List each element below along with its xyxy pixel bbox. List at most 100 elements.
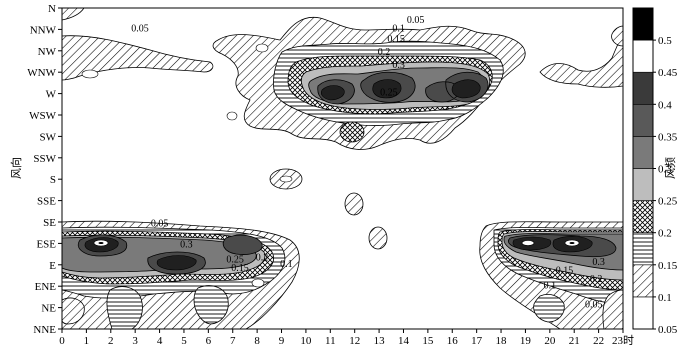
x-tick-label: 9 (279, 335, 285, 347)
colorbar-tick-label: 0.1 (658, 292, 672, 304)
y-tick-label: NE (41, 303, 56, 315)
x-tick-label: 7 (230, 335, 236, 347)
contour-hole (81, 69, 99, 79)
x-tick-label: 20 (544, 335, 556, 347)
x-tick-label: 10 (300, 335, 312, 347)
x-tick-label: 22 (593, 335, 604, 347)
colorbar-tick-label: 0.2 (658, 228, 672, 240)
contour-value-label: 0.2 (590, 274, 603, 285)
colorbar-swatch (632, 39, 654, 73)
colorbar-tick-label: 0.5 (658, 35, 672, 47)
contour-value-label: 0.15 (231, 263, 249, 274)
x-tick-label: 6 (206, 335, 212, 347)
colorbar-swatch (632, 232, 654, 266)
contour-max-ese-core (98, 242, 104, 244)
y-axis-label: 风向 (9, 157, 23, 179)
x-tick-label: 23时 (612, 334, 634, 347)
contour-value-label: 0.05 (131, 24, 149, 35)
x-axis: 0 1 2 3 4 5 6 7 8 9 10 11 12 13 14 15 16 17 18 19 20 21 22 23时 (59, 329, 634, 347)
y-tick-label: ENE (35, 281, 57, 293)
x-tick-label: 21 (569, 335, 580, 347)
colorbar-swatch (632, 296, 654, 330)
contour-max-right-a (521, 240, 535, 246)
contour-value-label: 0.2 (256, 253, 269, 264)
x-tick-label: 16 (447, 335, 459, 347)
contour-value-label: 0.1 (280, 259, 293, 270)
y-tick-label: SW (40, 131, 57, 143)
contour-left-upper-strip (62, 35, 214, 81)
contour-lower-0.3 (77, 234, 263, 275)
contour-upper-0.3 (317, 71, 489, 105)
contour-value-label: 0.1 (544, 280, 557, 291)
y-tick-label: S (50, 174, 56, 186)
y-tick-label: ESE (36, 238, 56, 250)
y-tick-label: W (46, 89, 57, 101)
y-tick-label: N (48, 3, 56, 15)
contour-hole-lower (251, 278, 265, 288)
x-tick-label: 0 (59, 335, 65, 347)
colorbar-swatch (632, 136, 654, 169)
y-tick-label: NNE (33, 324, 56, 336)
contour-max-right-b-core (569, 242, 575, 244)
y-tick-label: WNW (27, 67, 56, 79)
x-tick-label: 15 (422, 335, 434, 347)
colorbar-tick-label: 0.35 (658, 131, 678, 143)
y-tick-label: E (49, 260, 56, 272)
contour-island-sse (344, 192, 364, 216)
contour-value-label: 0.3 (180, 240, 193, 251)
contour-value-label: 0.15 (556, 265, 574, 276)
contour-hole-nw (255, 43, 269, 53)
colorbar-tick-label: 0.4 (658, 99, 672, 111)
x-tick-label: 3 (132, 335, 138, 347)
colorbar-label: 风频 (663, 157, 677, 179)
contour-lower-0.35 (84, 237, 197, 271)
colorbar-tick-label: 0.3 (658, 164, 672, 176)
contour-upper-0.35 (320, 79, 481, 101)
colorbar-swatch (632, 104, 654, 137)
colorbar-tick-label: 0.45 (658, 67, 678, 79)
contour-hole-wsw (226, 111, 238, 121)
contour-value-label: 0.05 (407, 15, 425, 26)
colorbar: 0.05 0.1 0.15 0.2 0.25 0.3 0.35 0.4 0.45 0.5 (632, 7, 678, 336)
contour-lower-lobe-small (62, 297, 85, 325)
colorbar-swatch (632, 71, 654, 105)
x-tick-label: 18 (496, 335, 508, 347)
contour-value-label: 0.25 (226, 255, 244, 266)
colorbar-swatch (632, 200, 654, 234)
contour-fields (62, 8, 623, 329)
contour-right-nw (611, 25, 623, 47)
contour-value-label: 0.3 (592, 257, 605, 268)
contour-right-lobe-ene (533, 294, 565, 323)
colorbar-swatch (632, 168, 654, 201)
y-tick-label: SSE (37, 196, 56, 208)
x-tick-label: 8 (254, 335, 260, 347)
y-tick-label: NNW (30, 24, 57, 36)
plot-frame (61, 7, 624, 330)
colorbar-tick-label: 0.15 (658, 260, 678, 272)
x-tick-label: 12 (349, 335, 360, 347)
x-tick-label: 5 (181, 335, 187, 347)
contour-right-corner (602, 289, 623, 329)
y-tick-label: SSW (33, 153, 56, 165)
x-tick-label: 11 (325, 335, 336, 347)
contour-value-label: 0.15 (387, 34, 405, 45)
contour-labels: 0.050.050.10.150.20.30.250.050.30.250.15… (131, 15, 605, 311)
contour-value-label: 0.3 (392, 60, 405, 71)
contour-value-label: 0.2 (378, 47, 391, 58)
y-tick-label: SE (43, 217, 56, 229)
contour-island-s-core (279, 175, 293, 183)
x-tick-label: 13 (374, 335, 386, 347)
x-tick-label: 1 (84, 335, 90, 347)
x-tick-label: 2 (108, 335, 114, 347)
contour-value-label: 0.25 (380, 88, 398, 99)
contour-lower-lobe-ene (193, 285, 229, 325)
contour-island-ese (368, 226, 388, 250)
x-tick-label: 17 (471, 335, 483, 347)
y-tick-label: WSW (29, 110, 57, 122)
x-tick-label: 4 (157, 335, 163, 347)
colorbar-tick-label: 0.25 (658, 196, 678, 208)
colorbar-swatch (632, 264, 654, 298)
colorbar-tick-label: 0.05 (658, 324, 678, 336)
contour-island-sw (339, 121, 365, 143)
